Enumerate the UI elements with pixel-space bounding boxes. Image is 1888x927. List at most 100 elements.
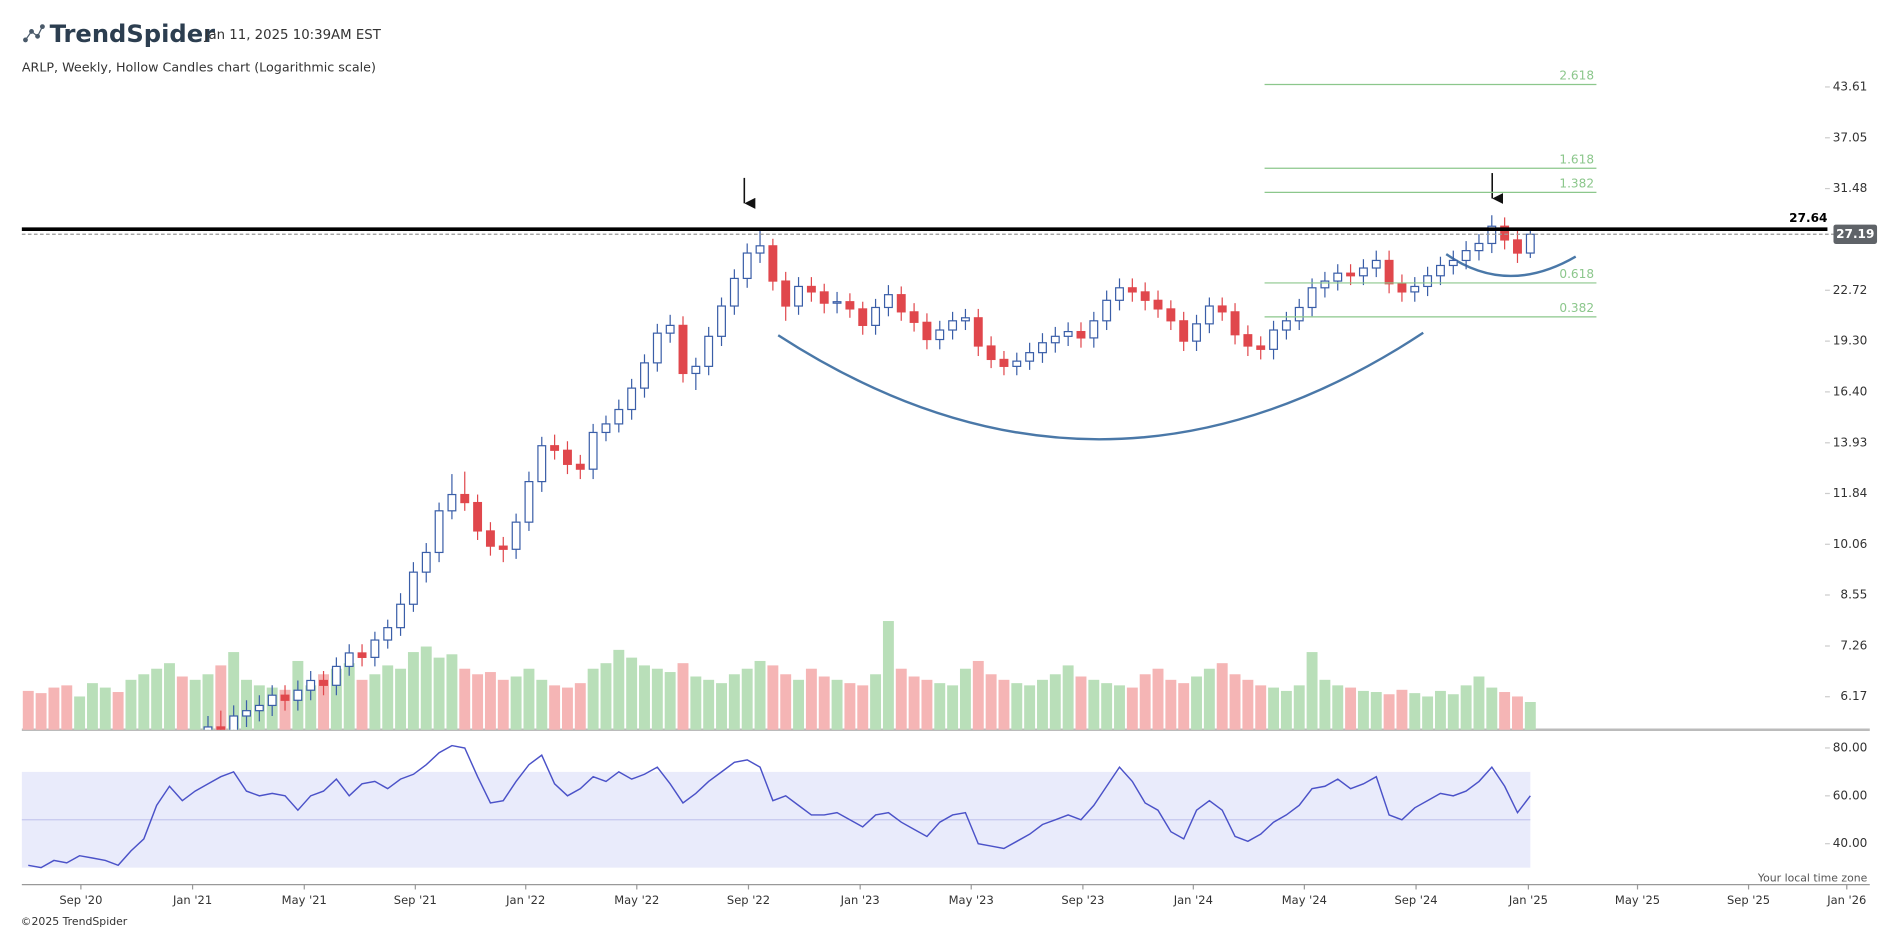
candle-body [191, 744, 199, 768]
y-tick-label: 19.30 [1833, 334, 1868, 348]
candle-body [601, 423, 611, 434]
candle-body [319, 679, 328, 686]
x-tick-label: May '25 [1615, 893, 1660, 907]
volume-bar [754, 660, 766, 730]
volume-bar [1126, 687, 1138, 730]
x-tick-label: Sep '22 [727, 893, 770, 907]
x-tick-label: Sep '23 [1061, 893, 1104, 907]
candle-body [652, 332, 662, 364]
rsi-tick-label: 40.00 [1833, 836, 1868, 850]
candle-body [306, 679, 316, 691]
volume-bar [728, 674, 740, 730]
volume-bar [1473, 676, 1485, 730]
volume-bar [446, 654, 458, 730]
volume-bar [420, 646, 432, 730]
candle-body [806, 285, 816, 293]
candle-body [1204, 305, 1214, 325]
volume-bar [587, 668, 599, 730]
candle-body [614, 408, 624, 425]
volume-bar [164, 663, 175, 730]
candle-body [216, 726, 226, 730]
volume-bar [831, 679, 843, 730]
volume-bar [61, 685, 73, 730]
axes: Sep '20 Jan '21 May '21 Sep '21 Jan '22 May '… [21, 69, 1878, 907]
candle-body [1179, 320, 1189, 342]
volume-bar [1088, 679, 1100, 730]
volume-bar [857, 685, 869, 730]
candle-body [485, 530, 495, 547]
volume-bar [1101, 683, 1113, 730]
volume-bar [523, 668, 535, 730]
candle-body [883, 294, 893, 309]
volume-bar [305, 685, 317, 730]
volume-bar [86, 683, 98, 730]
x-tick-label: Jan '23 [840, 893, 880, 907]
candle-body [473, 501, 483, 532]
fib-label: 0.382 [1559, 301, 1594, 315]
candle-body [1063, 330, 1073, 337]
fib-label: 1.382 [1559, 176, 1594, 190]
volume-bar [613, 649, 625, 730]
y-tick-label: 16.40 [1833, 384, 1868, 398]
volume-bar [574, 683, 586, 730]
volume-bar [664, 672, 676, 730]
volume-bar [690, 676, 702, 730]
candle-body [1102, 299, 1112, 322]
candle-body [960, 317, 970, 322]
candle-body [717, 305, 726, 337]
candle-body [1243, 334, 1253, 347]
candle-body [1038, 342, 1047, 354]
candle-body [1320, 280, 1330, 289]
volume-bar [1024, 685, 1036, 730]
volume-bar [947, 685, 959, 730]
volume-bar [356, 679, 368, 730]
volume-bar [1396, 689, 1408, 730]
volume-bar [228, 652, 240, 730]
candle-body [755, 245, 765, 254]
volume-bar [1524, 702, 1536, 730]
candle-body [1012, 360, 1022, 367]
candle-body [178, 762, 186, 768]
y-tick-label: 6.17 [1840, 689, 1867, 703]
candle-body [948, 320, 958, 331]
volume-bar [1434, 690, 1446, 730]
volume-bar [1383, 694, 1395, 730]
volume-bar [382, 665, 394, 730]
volume-bar [318, 674, 329, 730]
volume-bar [22, 690, 34, 730]
candle-body [1397, 283, 1407, 293]
volume-bar [895, 668, 907, 730]
volume-bar [1447, 694, 1459, 730]
candle-body [331, 665, 341, 686]
candle-body [1294, 306, 1304, 322]
volume-bar [330, 668, 342, 730]
volume-bar [1114, 685, 1125, 730]
volume-bar [985, 674, 997, 730]
candle-body [627, 387, 637, 411]
price-panel [178, 215, 1535, 768]
volume-panel [22, 621, 1536, 730]
candle-body [229, 715, 239, 730]
candle-body [922, 321, 932, 341]
candle-body [434, 510, 444, 554]
volume-bar [998, 679, 1010, 730]
candle-body [421, 551, 431, 573]
y-tick-label: 13.93 [1833, 435, 1868, 449]
candle-body [203, 726, 213, 730]
candle-body [1256, 345, 1266, 350]
rsi-panel [21, 744, 1531, 869]
y-tick-label: 10.06 [1833, 537, 1868, 551]
y-tick-label: 37.05 [1833, 130, 1868, 144]
volume-bar [1422, 696, 1434, 730]
candle-body [588, 431, 598, 470]
y-tick-label: 43.61 [1833, 79, 1868, 93]
candle-body [1474, 242, 1484, 252]
candle-body [1115, 287, 1124, 301]
candle-body [871, 306, 881, 326]
candle-body [1371, 259, 1381, 269]
candle-body [1127, 287, 1137, 293]
candle-body [781, 280, 791, 307]
volume-bar [793, 679, 805, 730]
